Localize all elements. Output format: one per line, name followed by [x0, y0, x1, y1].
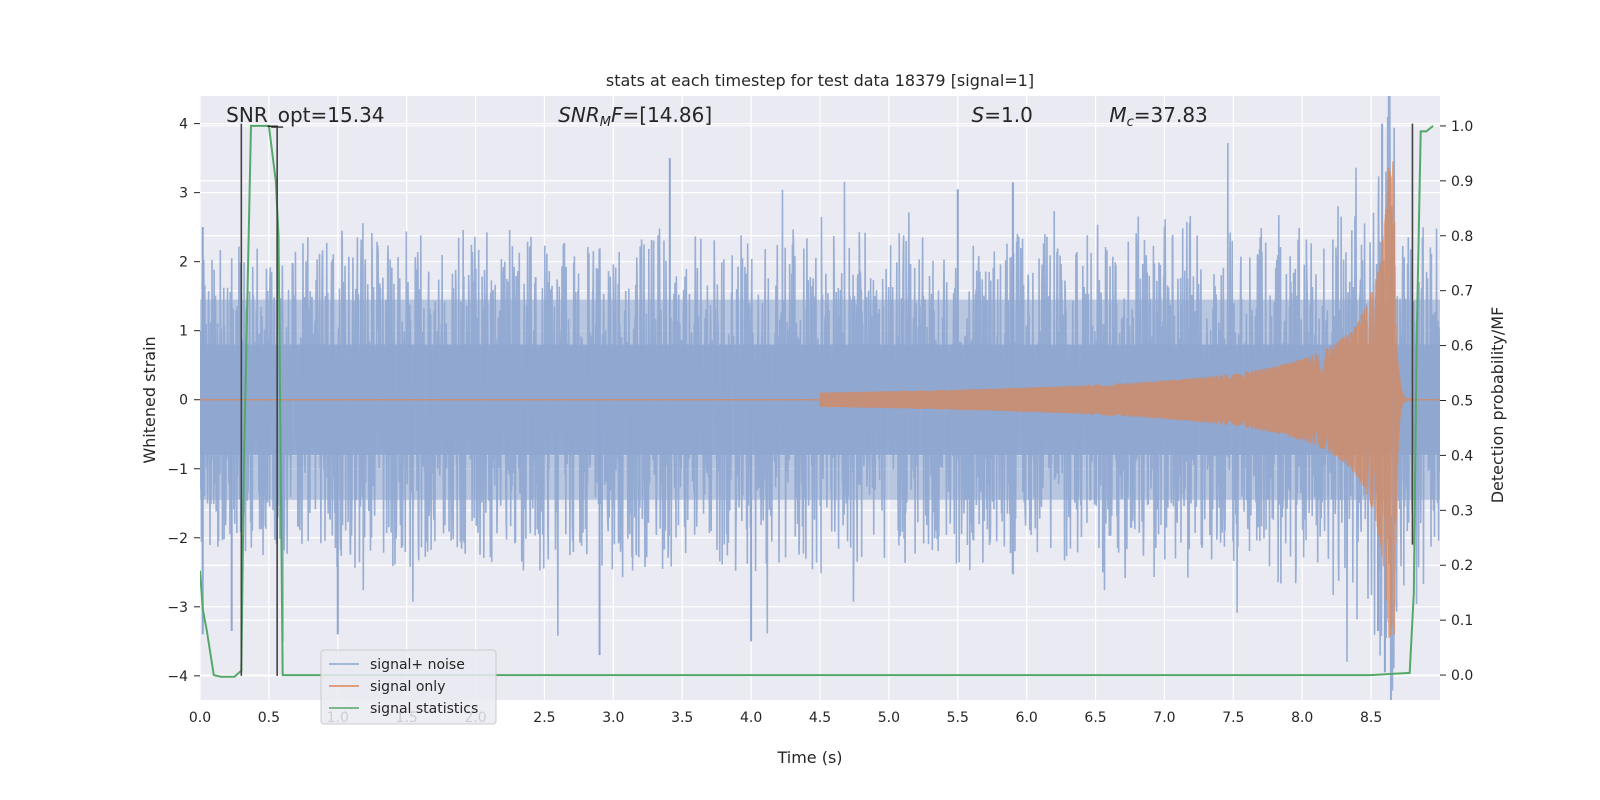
x-tick-label: 4.0	[740, 710, 762, 726]
series-signal-only	[819, 161, 1440, 638]
y-tick-label: −4	[167, 669, 188, 685]
y-tick-label: −3	[167, 600, 188, 616]
y2-tick-label: 0.8	[1451, 229, 1473, 245]
x-tick-label: 8.0	[1291, 710, 1313, 726]
y-tick-label: 3	[179, 186, 188, 202]
y-tick-label: 4	[179, 117, 188, 133]
legend-label-noise: signal+ noise	[370, 657, 465, 673]
y-axis-label: Whitened strain	[140, 336, 159, 463]
x-tick-label: 5.5	[947, 710, 969, 726]
y2-tick-label: 0.2	[1451, 558, 1473, 574]
x-tick-label: 2.5	[533, 710, 555, 726]
y2-tick-label: 0.5	[1451, 393, 1473, 409]
y2-tick-label: 0.4	[1451, 448, 1473, 464]
legend: signal+ noise signal only signal statist…	[320, 649, 497, 725]
y2-tick-label: 1.0	[1451, 119, 1473, 135]
y2-tick-label: 0.7	[1451, 284, 1473, 300]
annotation-text: Mc=37.83	[1109, 103, 1207, 130]
annotation-text: SNR_opt=15.34	[226, 103, 384, 127]
x-tick-label: 0.5	[258, 710, 280, 726]
y-tick-label: −1	[167, 462, 188, 478]
chart-title: stats at each timestep for test data 183…	[606, 71, 1034, 90]
x-tick-label: 6.0	[1016, 710, 1038, 726]
x-tick-label: 8.5	[1360, 710, 1382, 726]
y2-tick-label: 0.1	[1451, 613, 1473, 629]
y2-tick-label: 0.0	[1451, 668, 1473, 684]
y-tick-label: −2	[167, 531, 188, 547]
y2-tick-label: 0.6	[1451, 339, 1473, 355]
series-signal-statistics	[200, 124, 1434, 678]
y2-tick-label: 0.3	[1451, 503, 1473, 519]
y-tick-label: 0	[179, 393, 188, 409]
x-tick-label: 7.5	[1222, 710, 1244, 726]
x-tick-label: 3.0	[602, 710, 624, 726]
x-tick-label: 4.5	[809, 710, 831, 726]
series-layer	[200, 96, 1440, 700]
annotation-text: SNRMF=[14.86]	[558, 103, 712, 130]
x-axis-label: Time (s)	[776, 748, 842, 767]
legend-label-statistics: signal statistics	[370, 701, 478, 717]
x-tick-label: 3.5	[671, 710, 693, 726]
y-tick-label: 1	[179, 324, 188, 340]
legend-label-signal: signal only	[370, 679, 445, 695]
x-tick-label: 6.5	[1084, 710, 1106, 726]
annotation-layer: SNR_opt=15.34 SNRMF=[14.86] S=1.0 Mc=37.83	[226, 103, 1208, 130]
annotation-text: S=1.0	[972, 103, 1033, 127]
x-tick-label: 0.0	[189, 710, 211, 726]
legend-box	[320, 649, 497, 725]
vline-layer	[240, 123, 1414, 676]
y2-axis-label: Detection probability/MF	[1488, 307, 1507, 504]
y2-tick-label: 0.9	[1451, 174, 1473, 190]
x-tick-label: 7.0	[1153, 710, 1175, 726]
y-tick-label: 2	[179, 255, 188, 271]
x-tick-label: 5.0	[878, 710, 900, 726]
